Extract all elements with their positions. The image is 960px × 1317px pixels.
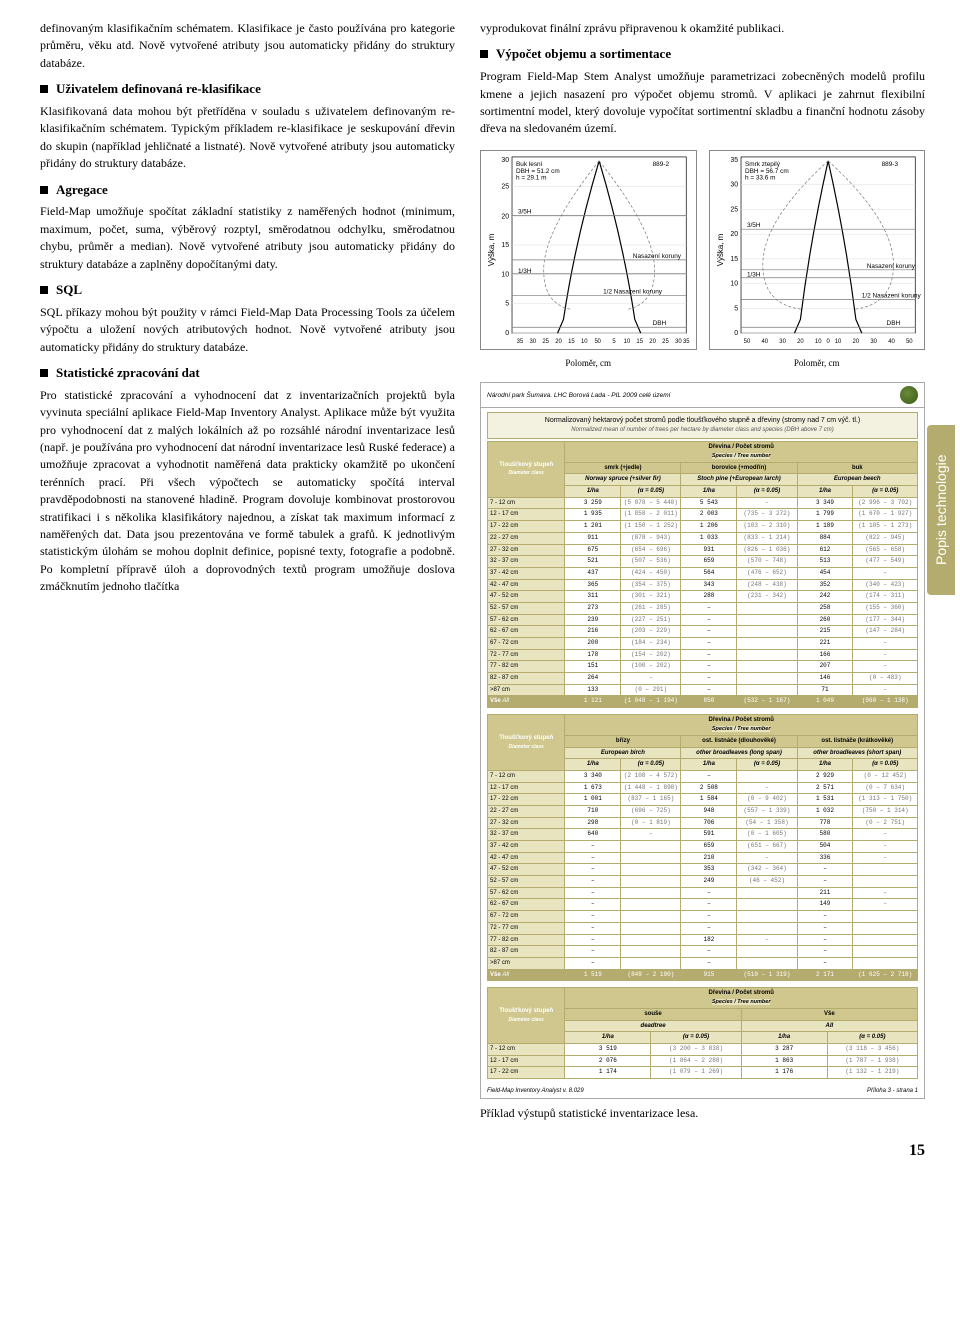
svg-text:0: 0 bbox=[734, 330, 738, 337]
svg-text:30: 30 bbox=[870, 339, 877, 345]
svg-text:30: 30 bbox=[779, 339, 786, 345]
stem-chart-svg: 0 5 10 15 20 25 30 353025 201510 5 0 bbox=[480, 150, 697, 350]
y-axis-label: Výška, m bbox=[716, 233, 725, 266]
svg-text:35: 35 bbox=[517, 339, 524, 345]
section-heading: Statistické zpracování dat bbox=[40, 364, 455, 383]
svg-text:20: 20 bbox=[730, 231, 738, 238]
svg-text:20: 20 bbox=[649, 339, 656, 345]
svg-text:1/2 Nasazení koruny: 1/2 Nasazení koruny bbox=[861, 292, 921, 299]
stem-chart-svg: 0 5 10 15 20 25 30 35 bbox=[709, 150, 926, 350]
section-heading: SQL bbox=[40, 281, 455, 300]
svg-text:Nasazení koruny: Nasazení koruny bbox=[866, 263, 915, 270]
report-source: Národní park Šumava. LHC Borová Lada - P… bbox=[487, 391, 670, 400]
bullet-icon bbox=[40, 85, 48, 93]
svg-text:10: 10 bbox=[581, 339, 588, 345]
svg-text:40: 40 bbox=[761, 339, 768, 345]
svg-text:20: 20 bbox=[501, 213, 509, 220]
svg-text:25: 25 bbox=[501, 183, 509, 190]
para: Program Field-Map Stem Analyst umožňuje … bbox=[480, 68, 925, 138]
x-axis-label: Poloměr, cm bbox=[709, 357, 926, 370]
para: vyprodukovat finální zprávu připravenou … bbox=[480, 20, 925, 37]
svg-text:35: 35 bbox=[730, 157, 738, 164]
svg-text:30: 30 bbox=[675, 339, 682, 345]
svg-text:50: 50 bbox=[743, 339, 750, 345]
svg-text:DBH: DBH bbox=[653, 320, 667, 327]
svg-text:1/2 Nasazení koruny: 1/2 Nasazení koruny bbox=[603, 288, 663, 295]
svg-text:10: 10 bbox=[834, 339, 841, 345]
svg-text:25: 25 bbox=[542, 339, 549, 345]
svg-text:5: 5 bbox=[734, 305, 738, 312]
svg-text:10: 10 bbox=[624, 339, 631, 345]
svg-text:30: 30 bbox=[501, 157, 509, 164]
section-heading: Uživatelem definovaná re-klasifikace bbox=[40, 80, 455, 99]
inventory-report: Národní park Šumava. LHC Borová Lada - P… bbox=[480, 382, 925, 1098]
page-number: 15 bbox=[909, 1139, 925, 1162]
chart-1: 0 5 10 15 20 25 30 353025 201510 5 0 bbox=[480, 150, 697, 370]
para: Pro statistické zpracování a vyhodnocení… bbox=[40, 387, 455, 596]
side-tab: Popis technologie bbox=[927, 425, 955, 595]
svg-text:15: 15 bbox=[501, 242, 509, 249]
svg-text:15: 15 bbox=[730, 256, 738, 263]
para: Field-Map umožňuje spočítat základní sta… bbox=[40, 203, 455, 273]
svg-text:30: 30 bbox=[530, 339, 537, 345]
figure-caption: Příklad výstupů statistické inventarizac… bbox=[480, 1105, 925, 1122]
bullet-icon bbox=[40, 186, 48, 194]
svg-text:40: 40 bbox=[888, 339, 895, 345]
chart-2: 0 5 10 15 20 25 30 35 bbox=[709, 150, 926, 370]
svg-text:15: 15 bbox=[636, 339, 643, 345]
svg-text:h = 29.1 m: h = 29.1 m bbox=[516, 175, 547, 182]
bullet-icon bbox=[480, 50, 488, 58]
right-column: vyprodukovat finální zprávu připravenou … bbox=[480, 20, 925, 1122]
svg-text:889-2: 889-2 bbox=[653, 161, 670, 168]
logo-icon bbox=[900, 386, 918, 404]
svg-text:3/5H: 3/5H bbox=[746, 222, 760, 229]
svg-text:35: 35 bbox=[683, 339, 690, 345]
svg-text:h = 33.6 m: h = 33.6 m bbox=[744, 175, 775, 182]
svg-text:30: 30 bbox=[730, 181, 738, 188]
svg-text:10: 10 bbox=[730, 280, 738, 287]
x-axis-label: Poloměr, cm bbox=[480, 357, 697, 370]
svg-text:DBH: DBH bbox=[886, 320, 900, 327]
svg-text:889-3: 889-3 bbox=[881, 161, 898, 168]
para: definovaným klasifikačním schématem. Kla… bbox=[40, 20, 455, 72]
svg-text:25: 25 bbox=[662, 339, 669, 345]
svg-text:20: 20 bbox=[852, 339, 859, 345]
heading-text: Uživatelem definovaná re-klasifikace bbox=[56, 80, 261, 99]
svg-text:5: 5 bbox=[505, 300, 509, 307]
report-title-band: Normalizovaný hektarový počet stromů pod… bbox=[487, 412, 918, 439]
bullet-icon bbox=[40, 369, 48, 377]
report-subtitle: Normalized mean of number of trees per h… bbox=[491, 426, 914, 435]
report-title: Normalizovaný hektarový počet stromů pod… bbox=[491, 416, 914, 426]
bullet-icon bbox=[40, 286, 48, 294]
section-heading: Agregace bbox=[40, 181, 455, 200]
svg-text:1/3H: 1/3H bbox=[746, 272, 760, 279]
svg-text:25: 25 bbox=[730, 206, 738, 213]
svg-text:0: 0 bbox=[505, 330, 509, 337]
stem-profile-charts: 0 5 10 15 20 25 30 353025 201510 5 0 bbox=[480, 150, 925, 370]
report-table-1: Tloušťkový stupeň Diameter class Dřevina… bbox=[487, 441, 918, 708]
report-table-3: Tloušťkový stupeň Diameter class Dřevina… bbox=[487, 987, 918, 1079]
svg-text:20: 20 bbox=[555, 339, 562, 345]
left-column: definovaným klasifikačním schématem. Kla… bbox=[40, 20, 455, 1122]
heading-text: Výpočet objemu a sortimentace bbox=[496, 45, 671, 64]
para: Klasifikovaná data mohou být přetříděna … bbox=[40, 103, 455, 173]
para: SQL příkazy mohou být použity v rámci Fi… bbox=[40, 304, 455, 356]
y-axis-label: Výška, m bbox=[487, 233, 496, 266]
svg-text:10: 10 bbox=[501, 272, 509, 279]
report-footer: Field-Map Inventory Analyst v. 8.029 Pří… bbox=[481, 1085, 924, 1098]
heading-text: Agregace bbox=[56, 181, 108, 200]
svg-text:20: 20 bbox=[797, 339, 804, 345]
svg-text:50: 50 bbox=[906, 339, 913, 345]
report-table-2: Tloušťkový stupeň Diameter class Dřevina… bbox=[487, 714, 918, 981]
svg-text:15: 15 bbox=[568, 339, 575, 345]
svg-text:10: 10 bbox=[814, 339, 821, 345]
heading-text: SQL bbox=[56, 281, 82, 300]
heading-text: Statistické zpracování dat bbox=[56, 364, 200, 383]
section-heading: Výpočet objemu a sortimentace bbox=[480, 45, 925, 64]
svg-text:3/5H: 3/5H bbox=[518, 208, 532, 215]
svg-text:Nasazení koruny: Nasazení koruny bbox=[633, 253, 682, 260]
svg-text:1/3H: 1/3H bbox=[518, 268, 532, 275]
